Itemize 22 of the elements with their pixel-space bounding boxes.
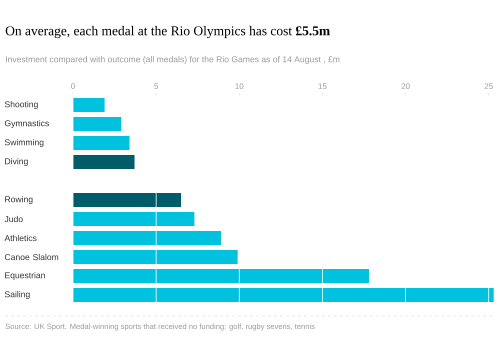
y-tick-label: Athletics	[4, 234, 37, 242]
bar	[73, 116, 122, 132]
bar	[73, 98, 105, 112]
bar	[73, 154, 135, 170]
y-tick-label: Canoe Slalom	[4, 254, 58, 260]
bar	[73, 212, 194, 226]
chart-title: On average, each medal at the Rio Olympics has cost £5.5m	[6, 26, 330, 38]
y-tick-label: Shooting	[4, 101, 38, 110]
bar	[73, 250, 238, 264]
y-tick-label: Judo	[4, 216, 23, 222]
y-tick-label: Rowing	[5, 196, 32, 204]
bar	[73, 230, 221, 246]
y-tick-label: Sailing	[4, 291, 30, 300]
bar	[73, 288, 494, 302]
y-tick-label: Diving	[5, 158, 28, 166]
bar	[73, 268, 369, 284]
bar	[73, 192, 182, 208]
y-tick-label: Gymnastics	[4, 120, 49, 128]
chart-subtitle: Investment compared with outcome (all medals) for the Rio Games as of 14 August , £m	[6, 56, 340, 64]
bar	[73, 136, 130, 150]
y-tick-label: Swimming	[4, 139, 44, 148]
y-tick-label: Equestrian	[5, 272, 45, 280]
